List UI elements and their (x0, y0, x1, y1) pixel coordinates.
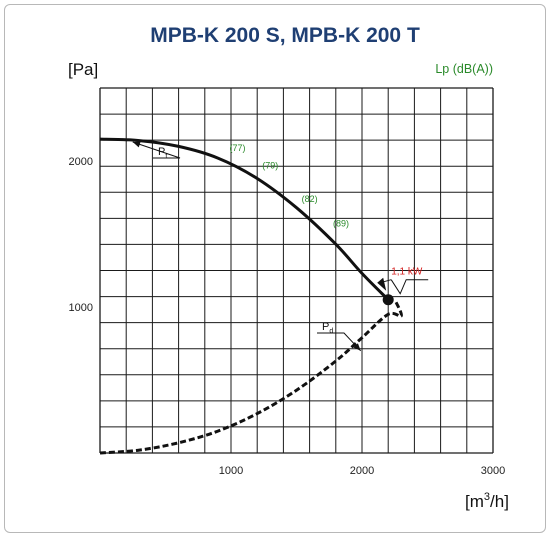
series-label-text: Pt (158, 146, 167, 160)
series-label-arrow (353, 343, 361, 351)
x-axis-label: [m3/h] (465, 491, 509, 511)
operating-point-marker (382, 294, 394, 306)
y-axis-label: [Pa] (68, 60, 98, 79)
y-tick-label: 1000 (69, 302, 93, 314)
sound-level-label: Lp (dB(A)) (435, 62, 493, 76)
power-label: 1,1 kW (391, 267, 423, 278)
axis-ticks: 1000 2000 3000 1000 2000 (69, 156, 506, 477)
power-leader (390, 279, 429, 295)
curve-pt (99, 137, 390, 301)
x-tick-label: 1000 (219, 465, 243, 477)
power-arrow (377, 277, 387, 291)
series-label-arrow (132, 141, 141, 148)
series-label-leader (317, 332, 362, 352)
curve-pd (99, 299, 403, 455)
sound-level-value: (77) (230, 143, 246, 153)
chart-title: MPB-K 200 S, MPB-K 200 T (150, 24, 420, 47)
sound-level-value: (79) (262, 160, 278, 170)
annotations: Pt Pd (77) (79) (82) (89) 1,1 kW (132, 141, 429, 352)
series-label-leader (132, 141, 181, 159)
power-arrow-shaft (380, 279, 392, 284)
series-label-subscript: t (165, 153, 167, 160)
pt-label: Pt (132, 141, 181, 160)
pd-label: Pd (317, 321, 362, 352)
series-label-subscript: d (329, 328, 333, 335)
series-label-text: Pd (322, 321, 333, 335)
chart-frame (4, 4, 546, 533)
y-tick-label: 2000 (69, 156, 93, 168)
sound-level-value: (82) (302, 194, 318, 204)
plot-grid (99, 87, 494, 454)
x-tick-label: 3000 (481, 465, 505, 477)
x-tick-label: 2000 (350, 465, 374, 477)
sound-level-value: (89) (333, 219, 349, 229)
curves (99, 137, 403, 455)
